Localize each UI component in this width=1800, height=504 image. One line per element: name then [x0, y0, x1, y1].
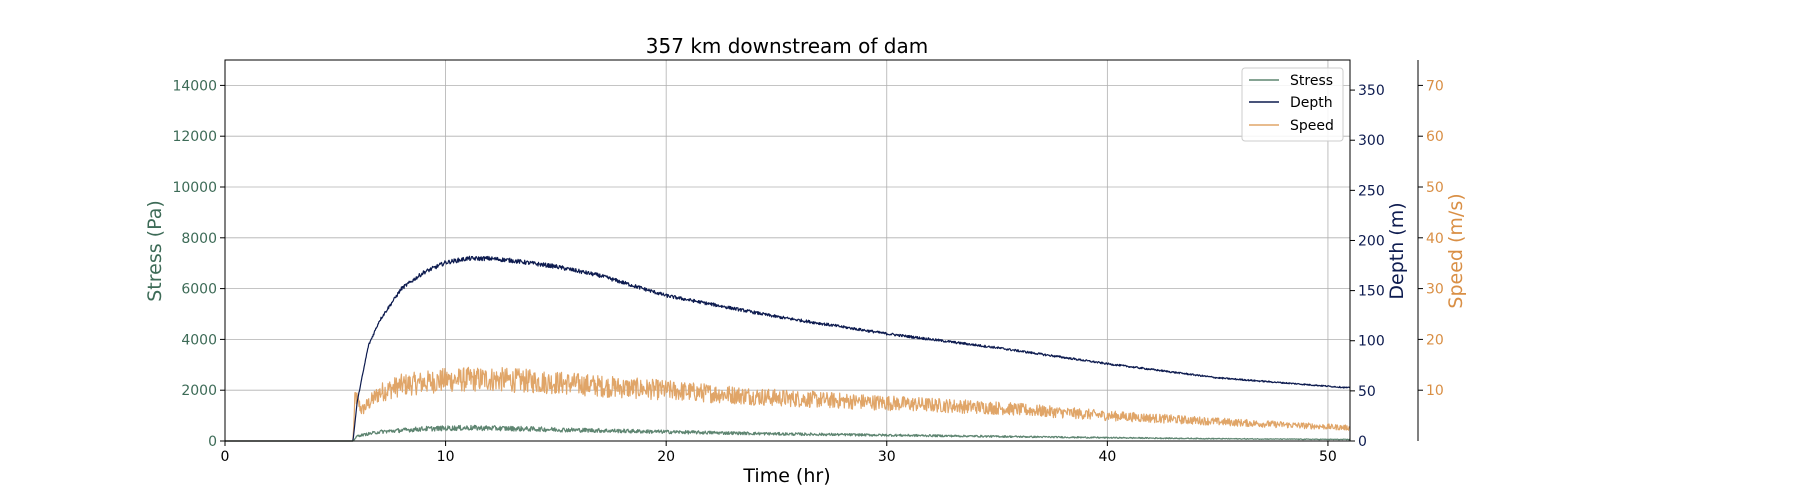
stress-tick-label: 6000 [181, 282, 217, 298]
x-tick-label: 40 [1098, 449, 1116, 465]
plot-area [224, 255, 1351, 442]
stress-axis: 0 2000 4000 6000 8000 10000 12000 14000 [172, 78, 225, 450]
depth-axis: 0 50 100 150 200 250 300 350 [1350, 83, 1385, 450]
speed-tick-label: 30 [1426, 282, 1444, 298]
x-axis-ticks: 0 10 20 30 40 50 [221, 441, 1337, 465]
speed-tick-label: 20 [1426, 332, 1444, 348]
legend-label-stress: Stress [1290, 73, 1333, 89]
depth-tick-label: 50 [1358, 384, 1376, 400]
depth-tick-label: 150 [1358, 284, 1385, 300]
x-tick-label: 0 [221, 449, 230, 465]
speed-tick-label: 70 [1426, 78, 1444, 94]
depth-tick-label: 0 [1358, 434, 1367, 450]
x-axis-label: Time (hr) [742, 465, 830, 487]
stress-tick-label: 8000 [181, 231, 217, 247]
stress-axis-label: Stress (Pa) [144, 200, 166, 302]
stress-tick-label: 14000 [172, 78, 217, 94]
stress-tick-label: 10000 [172, 180, 217, 196]
speed-axis-label: Speed (m/s) [1445, 193, 1467, 308]
stress-tick-label: 4000 [181, 332, 217, 348]
legend: Stress Depth Speed [1241, 67, 1344, 142]
depth-axis-label: Depth (m) [1386, 202, 1408, 299]
series-line-depth [224, 255, 1351, 442]
x-tick-label: 20 [657, 449, 675, 465]
depth-tick-label: 200 [1358, 233, 1385, 249]
speed-tick-label: 60 [1426, 129, 1444, 145]
x-tick-label: 50 [1319, 449, 1337, 465]
stress-tick-label: 12000 [172, 129, 217, 145]
legend-label-speed: Speed [1290, 118, 1334, 134]
x-tick-label: 10 [437, 449, 455, 465]
x-tick-label: 30 [878, 449, 896, 465]
depth-tick-label: 100 [1358, 334, 1385, 350]
stress-tick-label: 2000 [181, 383, 217, 399]
depth-tick-label: 350 [1358, 83, 1385, 99]
depth-tick-label: 250 [1358, 183, 1385, 199]
stress-tick-label: 0 [208, 434, 217, 450]
legend-box [1241, 67, 1344, 142]
plot-frame [224, 59, 1351, 442]
series-line-stress [224, 424, 1351, 442]
speed-tick-label: 40 [1426, 231, 1444, 247]
legend-label-depth: Depth [1290, 95, 1333, 111]
grid [225, 60, 1350, 441]
speed-tick-label: 50 [1426, 180, 1444, 196]
speed-tick-label: 10 [1426, 383, 1444, 399]
series-line-speed [224, 366, 1351, 442]
chart-title: 357 km downstream of dam [646, 34, 928, 58]
depth-tick-label: 300 [1358, 133, 1385, 149]
speed-axis: 10 20 30 40 50 60 70 [1418, 78, 1444, 399]
